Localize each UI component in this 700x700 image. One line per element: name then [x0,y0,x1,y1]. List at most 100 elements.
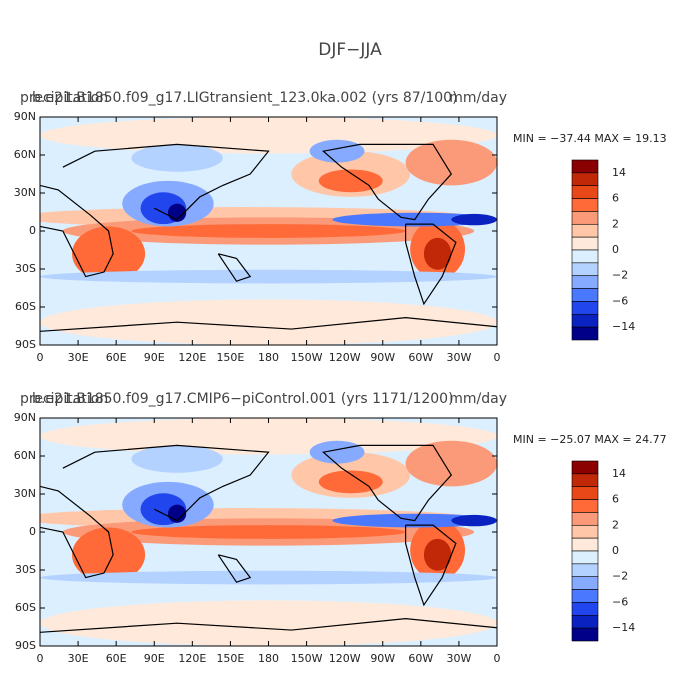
field-blob [71,226,146,282]
colorbar-box [571,460,599,475]
coastline [62,143,270,221]
colorbar-box [571,223,599,238]
lon-label: 150E [216,652,244,665]
field-blob [405,440,497,487]
colorbar-box [571,486,599,500]
lat-label: 30S [15,262,36,275]
field-blob [131,144,223,172]
lon-label: 150W [291,351,323,364]
field-blob [423,237,452,270]
figure-title: DJF−JJA [318,40,382,60]
colorbar-label: −14 [612,621,635,634]
lat-label: 60N [14,449,36,462]
coastline [405,223,457,306]
lat-label: 0 [29,525,36,538]
field-blob [40,600,497,646]
lat-label: 30S [15,563,36,576]
colorbar-box [571,524,599,539]
lat-label: 60N [14,148,36,161]
field-blob [318,169,383,193]
colorbar-box [571,159,599,174]
panel-center-title: b.e21.B1850.f09_g17.LIGtransient_123.0ka… [32,90,458,106]
coastline [40,618,497,633]
panel-left-title: precipitation [20,391,108,407]
min-max: MIN = −37.44 MAX = 19.13 [513,132,667,145]
lon-label: 30E [68,351,89,364]
field-blob [131,525,406,539]
colorbar-label: 0 [612,544,619,557]
map-field [40,418,497,646]
colorbar-box [571,198,599,212]
colorbar-label: 2 [612,217,619,230]
lat-label: 30N [14,487,36,500]
lon-label: 120E [178,652,206,665]
coastline [322,143,453,221]
colorbar-box [571,614,599,629]
colorbar-box [571,275,599,289]
field-blob [131,445,223,473]
coastline [217,253,252,282]
lon-label: 0 [37,652,44,665]
colorbar-label: 6 [612,192,619,205]
panel-right-title: mm/day [449,90,507,106]
lon-label: 120E [178,351,206,364]
colorbar-box [571,288,599,302]
field-blob [423,538,452,571]
colorbar-box [571,262,599,277]
lon-label: 180 [258,351,279,364]
panel-left-title: precipitation [20,90,108,106]
colorbar-label: 6 [612,493,619,506]
field-blob [405,139,497,186]
field-blob [131,224,406,238]
lon-label: 120W [329,351,361,364]
map-panel: precipitationb.e21.B1850.f09_g17.LIGtran… [14,90,667,364]
colorbar-box [571,550,599,565]
colorbar-label: 14 [612,467,626,480]
lon-label: 150E [216,351,244,364]
colorbar-box [571,563,599,578]
field-blob [40,269,497,284]
colorbar-box [571,313,599,328]
colorbar-box [571,602,599,616]
lon-label: 0 [494,652,501,665]
lon-label: 90W [370,652,395,665]
lat-label: 0 [29,224,36,237]
lon-label: 120W [329,652,361,665]
lon-label: 0 [494,351,501,364]
colorbar-label: −6 [612,294,628,307]
colorbar-label: −14 [612,320,635,333]
colorbar-box [571,185,599,199]
field-blob [318,470,383,494]
coastline [40,184,114,278]
colorbar-box [571,499,599,513]
lat-label: 90N [14,411,36,424]
colorbar-box [571,589,599,603]
panel-center-title: b.e21.B1850.f09_g17.CMIP6−piControl.001 … [32,391,454,407]
colorbar-label: 14 [612,166,626,179]
colorbar-box [571,236,599,251]
field-blob [40,570,497,585]
lon-label: 180 [258,652,279,665]
colorbar-box [571,301,599,315]
lat-label: 60S [15,300,36,313]
lon-label: 60W [408,351,433,364]
min-max: MIN = −25.07 MAX = 24.77 [513,433,667,446]
colorbar-box [571,627,599,642]
map-panel: precipitationb.e21.B1850.f09_g17.CMIP6−p… [14,391,667,665]
lon-label: 90E [144,351,165,364]
coastline [62,444,270,522]
lon-label: 30W [446,652,471,665]
lat-label: 30N [14,186,36,199]
colorbar-box [571,473,599,488]
colorbar-label: 2 [612,518,619,531]
lat-label: 90S [15,639,36,652]
coastline [405,524,457,607]
lat-label: 60S [15,601,36,614]
coastline [40,485,114,579]
field-blob [451,514,497,527]
colorbar-box [571,326,599,341]
lat-label: 90S [15,338,36,351]
panel-right-title: mm/day [449,391,507,407]
lon-label: 60W [408,652,433,665]
